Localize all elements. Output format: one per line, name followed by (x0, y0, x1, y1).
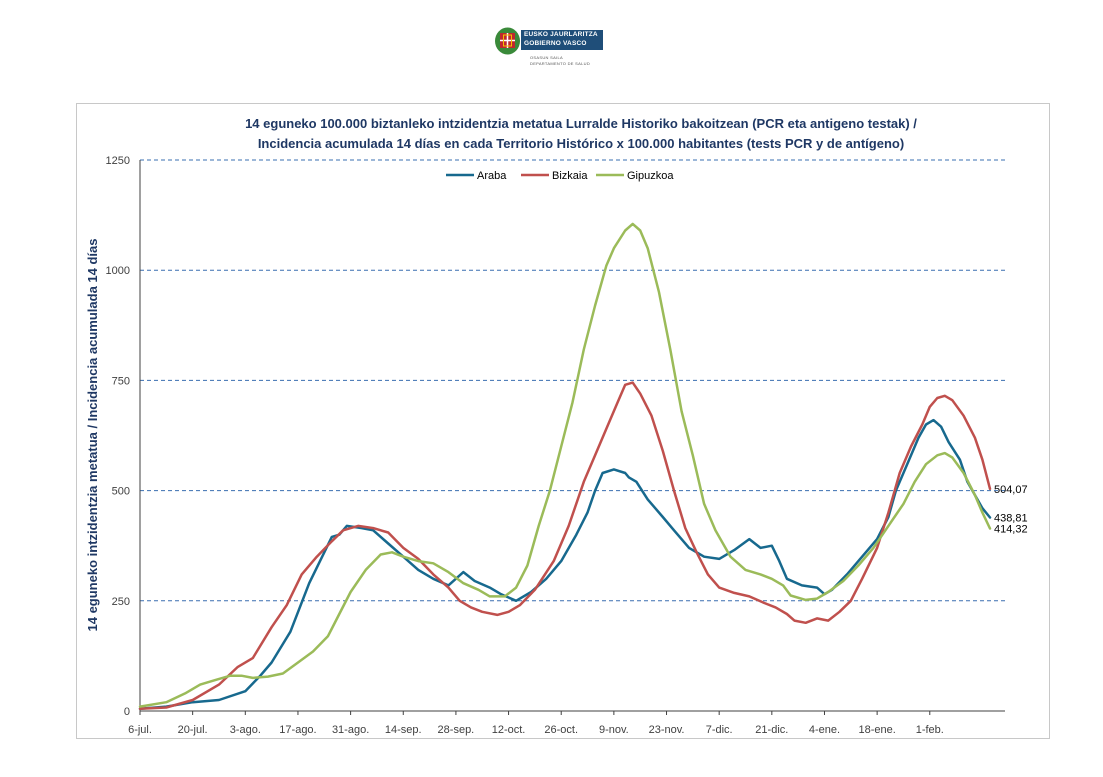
y-tick-label: 1000 (106, 265, 130, 277)
series-line-gipuzkoa (138, 222, 992, 708)
gridlines (140, 159, 1005, 602)
chart-frame (76, 103, 1050, 739)
x-tick-label: 28-sep. (438, 724, 475, 736)
axes (139, 160, 1005, 715)
government-logo: EUSKO JAURLARITZA GOBIERNO VASCO OSASUN … (494, 24, 614, 72)
end-label-araba: 438,81 (994, 512, 1028, 524)
x-tick-label: 1-feb. (916, 724, 944, 736)
chart-title-line2: Incidencia acumulada 14 días en cada Ter… (258, 136, 904, 151)
x-tick-label: 3-ago. (230, 724, 261, 736)
y-tick-labels: 0 250 500 750 1000 1250 (106, 155, 130, 718)
series-lines (138, 222, 992, 711)
x-tick-label: 17-ago. (279, 724, 316, 736)
y-tick-label: 500 (112, 486, 130, 498)
x-tick-label: 31-ago. (332, 724, 369, 736)
legend-label-gipuzkoa: Gipuzkoa (627, 170, 674, 182)
series-line-bizkaia (138, 381, 992, 711)
x-tick-label: 7-dic. (706, 724, 733, 736)
logo-band: EUSKO JAURLARITZA GOBIERNO VASCO (521, 30, 603, 50)
legend-label-bizkaia: Bizkaia (552, 170, 588, 182)
logo-department-line1: OSASUN SAILA (530, 55, 563, 60)
x-tick-label: 12-oct. (492, 724, 526, 736)
x-tick-label: 26-oct. (544, 724, 578, 736)
x-tick-label: 18-ene. (858, 724, 895, 736)
x-tick-label: 9-nov. (599, 724, 629, 736)
x-tick-label: 23-nov. (649, 724, 685, 736)
y-axis-label: 14 eguneko intzidentzia metatua / Incide… (85, 238, 100, 631)
x-tick-label: 20-jul. (178, 724, 208, 736)
x-tick-label: 14-sep. (385, 724, 422, 736)
y-tick-label: 750 (112, 375, 130, 387)
y-tick-label: 250 (112, 596, 130, 608)
chart-title-line1: 14 eguneko 100.000 biztanleko intzidentz… (245, 116, 917, 131)
logo-text-line1: EUSKO JAURLARITZA (524, 31, 598, 38)
x-tick-label: 4-ene. (809, 724, 840, 736)
x-tick-label: 21-dic. (755, 724, 788, 736)
logo-text-line2: GOBIERNO VASCO (524, 40, 587, 47)
end-value-labels: 438,81 504,07 414,32 (994, 484, 1028, 536)
coat-of-arms-icon (495, 27, 520, 55)
end-label-gipuzkoa: 414,32 (994, 524, 1028, 536)
legend: Araba Bizkaia Gipuzkoa (446, 170, 674, 182)
logo-department-line2: DEPARTAMENTO DE SALUD (530, 61, 591, 66)
x-tick-label: 6-jul. (128, 724, 152, 736)
legend-label-araba: Araba (477, 170, 507, 182)
end-label-bizkaia: 504,07 (994, 484, 1028, 496)
x-tick-labels: 6-jul. 20-jul. 3-ago. 17-ago. 31-ago. 14-sep.… (128, 724, 944, 736)
series-line-araba (138, 418, 992, 711)
y-tick-label: 1250 (106, 155, 130, 167)
y-tick-label: 0 (124, 706, 130, 718)
